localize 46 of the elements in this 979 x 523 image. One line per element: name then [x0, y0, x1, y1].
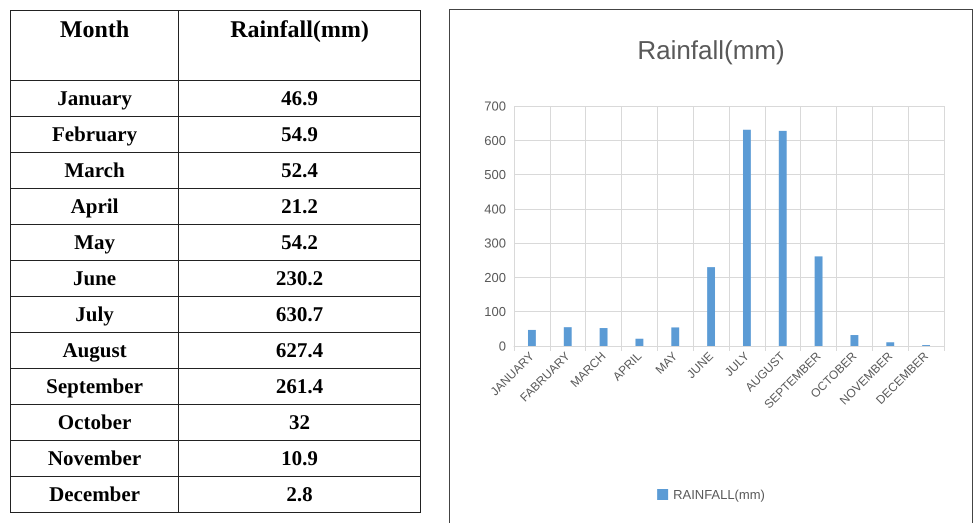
text: October: [10, 404, 179, 440]
bar: [814, 256, 823, 346]
text: 230.2: [178, 260, 420, 296]
text: March: [10, 152, 179, 188]
text: November: [10, 440, 179, 476]
text: Rainfall(mm): [178, 10, 420, 80]
text: April: [10, 188, 179, 224]
legend-label: RAINFALL(mm): [673, 487, 765, 502]
text: 52.4: [178, 152, 420, 188]
y-tick-label: 200: [484, 270, 506, 285]
text: August: [10, 332, 179, 368]
text: 54.2: [178, 224, 420, 260]
text: January: [10, 80, 179, 116]
y-tick-label: 0: [498, 338, 506, 354]
y-tick-label: 100: [484, 304, 506, 320]
y-tick-label: 300: [484, 236, 506, 251]
text: 627.4: [178, 332, 420, 368]
bar: [850, 335, 858, 346]
text: 21.2: [178, 188, 420, 224]
bar: [564, 327, 572, 346]
text: 54.9: [178, 116, 420, 152]
y-tick-label: 400: [484, 201, 506, 216]
bar: [528, 330, 536, 346]
text: 46.9: [178, 80, 420, 116]
bar: [742, 130, 751, 346]
text: June: [10, 260, 179, 296]
text: May: [10, 224, 179, 260]
bar: [778, 130, 787, 346]
text: 261.4: [178, 368, 420, 404]
text: Month: [10, 10, 179, 80]
bar: [707, 267, 716, 346]
text: July: [10, 296, 179, 332]
text: February: [10, 116, 179, 152]
y-tick-label: 500: [484, 167, 506, 182]
y-tick-label: 600: [484, 132, 506, 148]
text: September: [10, 368, 179, 404]
text: December: [10, 476, 179, 512]
text: 630.7: [178, 296, 420, 332]
bar: [671, 327, 680, 346]
bar: [600, 328, 608, 346]
y-tick-label: 700: [484, 98, 506, 114]
bar: [635, 338, 644, 346]
text: 32: [178, 404, 420, 440]
text: 2.8: [178, 476, 420, 512]
text: 10.9: [178, 440, 420, 476]
chart-title: Rainfall(mm): [637, 35, 785, 65]
